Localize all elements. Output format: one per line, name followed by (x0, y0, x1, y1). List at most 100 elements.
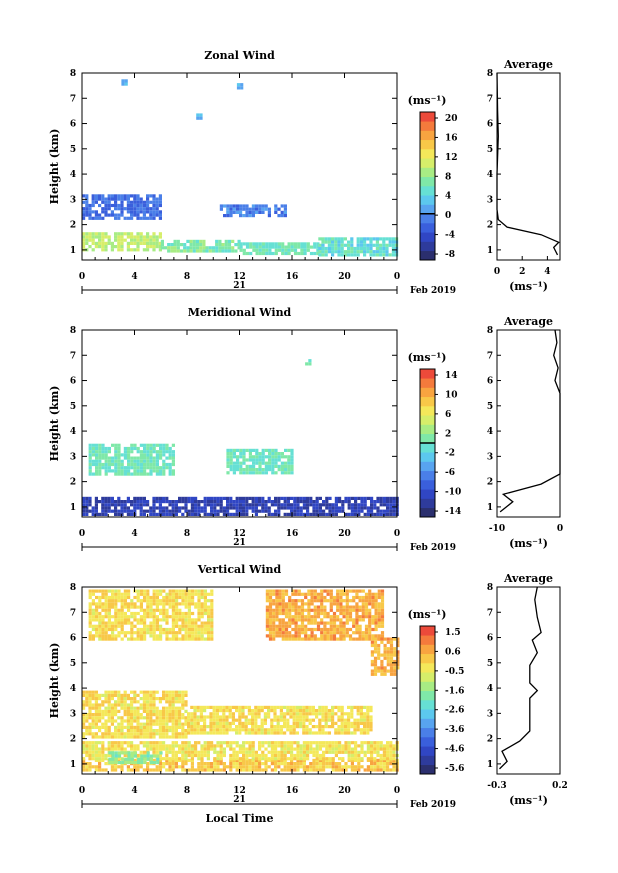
heatmap-cell (140, 760, 144, 765)
heatmap-cell (123, 509, 127, 513)
heatmap-cell (228, 709, 232, 713)
heatmap-cell (281, 242, 285, 246)
heatmap-cell (130, 241, 134, 245)
heatmap-cell (315, 509, 319, 513)
heatmap-cell (171, 611, 175, 616)
heatmap-cell (146, 768, 150, 772)
heatmap-cell (193, 718, 197, 722)
heatmap-cell (174, 744, 178, 748)
heatmap-cell (94, 496, 98, 500)
heatmap-cell (336, 627, 340, 632)
heatmap-cell (284, 464, 288, 468)
heatmap-cell (165, 618, 169, 622)
heatmap-cell (370, 650, 374, 654)
heatmap-cell (373, 744, 377, 748)
heatmap-cell (203, 637, 207, 641)
heatmap-cell (101, 621, 105, 625)
heatmap-cell (245, 512, 249, 516)
heatmap-cell (162, 446, 166, 451)
heatmap-cell (104, 512, 108, 516)
colorbar-tick-label: 2 (445, 429, 451, 439)
heatmap-cell (159, 466, 163, 470)
heatmap-cell (270, 721, 274, 725)
heatmap-cell (159, 624, 163, 628)
colorbar-tick-label: -0.5 (445, 667, 464, 677)
heatmap-cell (203, 589, 207, 593)
heatmap-cell (244, 718, 248, 722)
heatmap-cell (304, 615, 308, 619)
heatmap-cell (216, 512, 220, 516)
heatmap-cell (88, 592, 92, 596)
heatmap-cell (309, 747, 313, 751)
heatmap-cell (347, 753, 351, 758)
heatmap-cell (130, 509, 134, 513)
heatmap-cell (293, 741, 297, 745)
heatmap-cell (215, 239, 219, 243)
heatmap-cell (313, 621, 317, 625)
heatmap-cell (196, 113, 200, 117)
heatmap-cell (127, 605, 131, 609)
heatmap-cell (136, 735, 140, 739)
heatmap-cell (114, 512, 118, 516)
heatmap-cell (178, 589, 182, 593)
heatmap-cell (313, 627, 317, 632)
heatmap-cell (334, 509, 338, 513)
heatmap-cell (300, 599, 305, 603)
heatmap-cell (339, 637, 343, 641)
colorbar-band (420, 250, 435, 261)
heatmap-cell (130, 602, 134, 606)
heatmap-cell (218, 243, 222, 247)
heatmap-cell (302, 744, 306, 748)
heatmap-cell (167, 249, 171, 253)
heatmap-cell (254, 506, 258, 510)
heatmap-cell (168, 700, 172, 704)
heatmap-cell (101, 602, 105, 606)
heatmap-cell (366, 728, 370, 732)
heatmap-cell (194, 637, 198, 641)
heatmap-cell (321, 715, 325, 719)
heatmap-cell (82, 241, 86, 245)
heatmap-cell (203, 705, 207, 709)
heatmap-cell (152, 592, 156, 596)
heatmap-cell (391, 237, 395, 241)
heatmap-cell (162, 713, 166, 717)
heatmap-cell (207, 618, 211, 622)
heatmap-cell (331, 246, 335, 251)
heatmap-cell (238, 762, 242, 766)
heatmap-cell (254, 728, 258, 732)
heatmap-cell (386, 647, 390, 651)
colorbar-band (420, 121, 435, 131)
heatmap-cell (355, 611, 359, 616)
heatmap-cell (283, 210, 287, 214)
heatmap-cell (91, 512, 95, 516)
heatmap-cell (94, 741, 98, 745)
heatmap-cell (345, 618, 349, 622)
heatmap-cell (130, 456, 134, 460)
heatmap-cell (178, 592, 182, 596)
heatmap-cell (171, 469, 175, 473)
heatmap-cell (152, 194, 156, 198)
heatmap-cell (139, 509, 143, 513)
heatmap-cell (232, 455, 236, 459)
heatmap-cell (210, 618, 214, 622)
heatmap-cell (289, 705, 293, 709)
heatmap-cell (382, 503, 386, 507)
heatmap-cell (203, 728, 207, 732)
heatmap-cell (152, 469, 156, 473)
heatmap-cell (363, 500, 367, 504)
colorbar-band (420, 764, 435, 775)
heatmap-cell (229, 758, 233, 762)
heatmap-cell (85, 500, 89, 504)
heatmap-cell (165, 627, 169, 632)
heatmap-cell (210, 602, 214, 606)
heatmap-cell (120, 637, 124, 641)
heatmap-cell (292, 731, 296, 735)
heatmap-cell (297, 608, 301, 612)
heatmap-cell (155, 615, 159, 619)
heatmap-cell (257, 731, 261, 735)
heatmap-cell (373, 741, 377, 745)
heatmap-cell (203, 768, 207, 772)
heatmap-cell (292, 721, 296, 725)
heatmap-cell (364, 595, 369, 600)
heatmap-cell (347, 747, 351, 751)
